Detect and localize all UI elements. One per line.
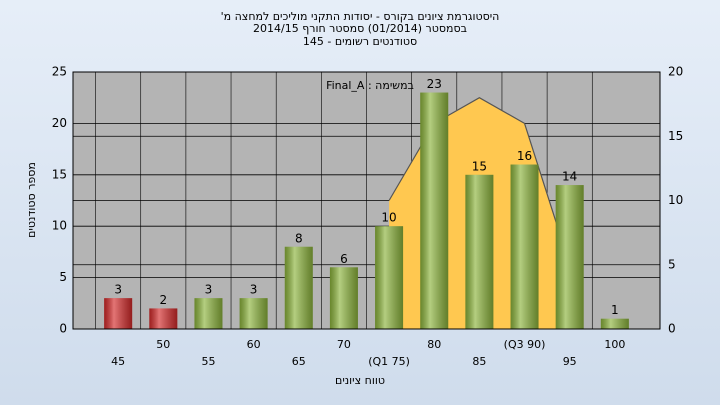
bar-shine [555,185,584,329]
y-tick-label: 25 [52,65,67,79]
bar-shine [149,308,178,329]
area-line [388,97,571,265]
bar-shine [465,174,494,329]
value-label: 2 [159,293,167,307]
x-tick-label: (Q1 75) [368,355,410,368]
value-label: 1 [611,303,619,317]
bar-shine [510,164,539,329]
x-tick-label: 85 [472,355,486,368]
bar-shine [375,226,404,329]
bar-shine [104,298,133,329]
x-tick-label: 95 [563,355,577,368]
value-label: 16 [517,149,532,163]
y2-tick-label: 20 [668,65,683,79]
value-label: 6 [340,252,348,266]
bar-shine [420,92,449,329]
x-axis-label: טווח ציונים [335,374,385,387]
y-tick-label: 5 [59,270,67,284]
chart-subtitle: סטודנטים רשומים - 145 [303,35,417,48]
y-tick-label: 0 [59,322,67,336]
chart-subtitle: בסמסטר (01/2014) סמסטר חורף 2014/15 [253,22,467,35]
y-axis-label: מספר סטודנטים [25,162,38,238]
x-tick-label: 80 [427,338,441,351]
value-label: 8 [295,231,303,245]
value-label: 14 [562,170,577,184]
chart-title: 'היסטוגרמת ציונים בקורס - יסודות התקני מ… [221,10,500,23]
x-tick-label: 70 [337,338,351,351]
y2-tick-label: 15 [668,129,683,143]
plot-border [72,71,661,330]
bar-shine [600,318,629,329]
x-tick-label: 60 [247,338,261,351]
y-tick-label: 20 [52,116,67,130]
value-label: 3 [205,283,213,297]
y2-tick-label: 5 [668,257,676,271]
bar-shine [284,246,313,329]
x-tick-label: 100 [604,338,625,351]
value-label: 23 [427,77,442,91]
annotation: Final_A : במשימה [326,79,414,92]
value-label: 15 [472,159,487,173]
x-tick-label: 65 [292,355,306,368]
value-label: 3 [250,283,258,297]
x-tick-label: 55 [201,355,215,368]
y-tick-label: 15 [52,167,67,181]
x-tick-label: (Q3 90) [504,338,546,351]
y2-tick-label: 10 [668,193,683,207]
bar-shine [329,267,358,329]
x-tick-label: 50 [156,338,170,351]
x-tick-label: 45 [111,355,125,368]
y-tick-label: 10 [52,219,67,233]
bar-shine [239,298,268,329]
value-label: 10 [381,211,396,225]
bar-shine [194,298,223,329]
y2-tick-label: 0 [668,322,676,336]
value-label: 3 [114,283,122,297]
